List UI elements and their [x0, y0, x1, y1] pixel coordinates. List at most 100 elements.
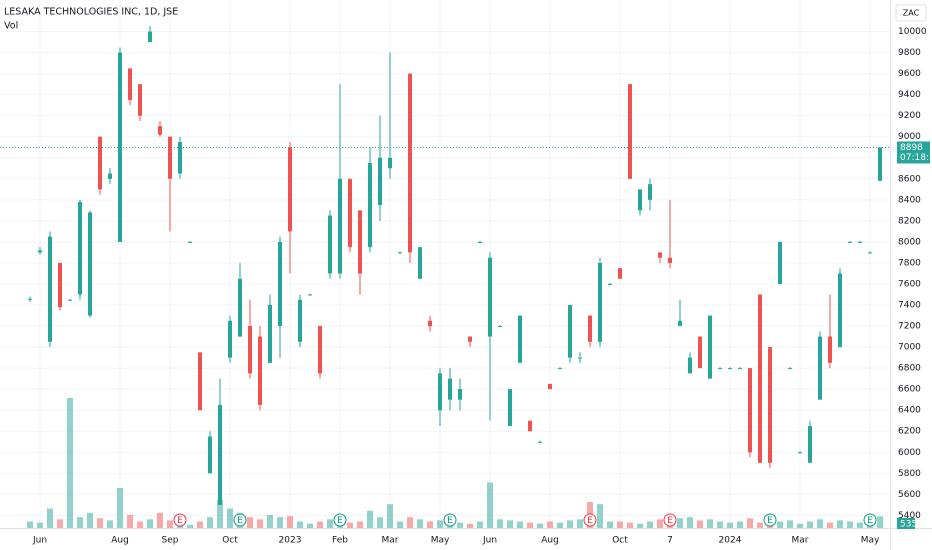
volume-bar	[427, 521, 433, 528]
y-tick-label: 8200	[898, 216, 921, 226]
y-tick-label: 7400	[898, 301, 921, 311]
volume-bar	[167, 520, 173, 528]
candle-body	[598, 262, 602, 342]
volume-bar	[487, 482, 493, 528]
volume-bar	[267, 515, 273, 528]
volume-bar	[627, 522, 633, 528]
candle-body	[408, 73, 412, 253]
volume-bar	[57, 519, 63, 528]
x-tick-label: Sep	[162, 536, 179, 546]
candle-body	[98, 136, 102, 190]
candle-body	[688, 357, 692, 374]
volume-bar	[737, 521, 743, 528]
candle-body	[828, 336, 832, 363]
currency[interactable]: ZAC	[903, 9, 920, 18]
volume-bar	[777, 521, 783, 528]
x-tick-label: Jun	[32, 536, 47, 546]
candle-body	[38, 250, 42, 253]
event-label: E	[447, 516, 453, 526]
volume-bar	[717, 521, 723, 528]
candle-body	[378, 157, 382, 206]
candle-body	[548, 383, 552, 390]
candle-body	[288, 147, 292, 232]
candle-body	[318, 326, 322, 374]
candle-body	[668, 257, 672, 263]
volume-bar	[287, 516, 293, 528]
candle-body	[788, 368, 792, 370]
volume-bar	[807, 521, 813, 528]
volume-bar	[437, 520, 443, 528]
volume-bar	[477, 521, 483, 528]
last-price-label: 8898	[900, 143, 923, 153]
candle-body	[678, 320, 682, 327]
y-tick-label: 9400	[898, 90, 921, 100]
y-tick-label: 9800	[898, 48, 921, 58]
candle-body	[108, 173, 112, 179]
event-label: E	[667, 516, 673, 526]
candle-body	[768, 347, 772, 463]
candle-body	[398, 252, 402, 254]
volume-bar	[677, 518, 683, 528]
y-tick-label: 5800	[898, 469, 921, 479]
candle-body	[718, 368, 722, 370]
candle-body	[348, 178, 352, 248]
volume-bar	[37, 522, 43, 528]
volume-bar	[597, 504, 603, 528]
candle-body	[838, 273, 842, 348]
volume-bar	[347, 522, 353, 528]
volume-bar	[797, 523, 803, 528]
candle-body	[138, 84, 142, 116]
candle-body	[588, 315, 592, 342]
volume-bar	[577, 519, 583, 528]
candle-body	[278, 241, 282, 327]
volume-bar	[197, 521, 203, 528]
volume-bar	[187, 524, 193, 528]
volume-bar	[277, 517, 283, 528]
candle-body	[338, 178, 342, 274]
candle-body	[508, 389, 512, 426]
volume-bar	[787, 520, 793, 528]
x-tick-label: Feb	[332, 536, 348, 546]
y-tick-label: 5600	[898, 490, 921, 500]
y-tick-label: 6600	[898, 385, 921, 395]
volume-bar	[107, 520, 113, 528]
event-label: E	[767, 516, 773, 526]
volume-bar	[747, 518, 753, 528]
candle-body	[438, 373, 442, 411]
volume-bar	[377, 517, 383, 528]
volume-bar	[417, 519, 423, 528]
x-tick-label: Oct	[612, 536, 628, 546]
currency-box[interactable]	[895, 4, 927, 22]
volume-bar	[647, 521, 653, 528]
event-marker	[233, 513, 247, 527]
volume-bar	[537, 523, 543, 528]
volume-bar	[507, 520, 513, 528]
volume-bar	[47, 508, 53, 528]
volume-bar	[707, 519, 713, 528]
candle-body	[568, 305, 572, 358]
volume-bar	[817, 519, 823, 528]
candle-body	[538, 441, 542, 443]
candle-body	[28, 298, 32, 300]
candle-body	[448, 378, 452, 400]
candle-body	[698, 336, 702, 369]
volume-bar	[307, 523, 313, 528]
volume-bar	[227, 508, 233, 528]
volume-bar	[657, 519, 663, 528]
candle-body	[708, 315, 712, 379]
x-tick-label: 2024	[719, 536, 742, 546]
x-tick-label: May	[861, 536, 880, 546]
y-tick-label: 6200	[898, 427, 921, 437]
volume-bar	[77, 517, 83, 528]
y-tick-label: 6800	[898, 364, 921, 374]
candle-body	[798, 452, 802, 454]
y-tick-label: 7800	[898, 258, 921, 268]
candle-body	[218, 404, 222, 505]
candle-body	[48, 236, 52, 342]
candle-body	[328, 215, 332, 274]
candle-body	[428, 320, 432, 327]
candle-body	[198, 352, 202, 411]
last-price-box	[897, 141, 930, 164]
candle-body	[248, 326, 252, 374]
